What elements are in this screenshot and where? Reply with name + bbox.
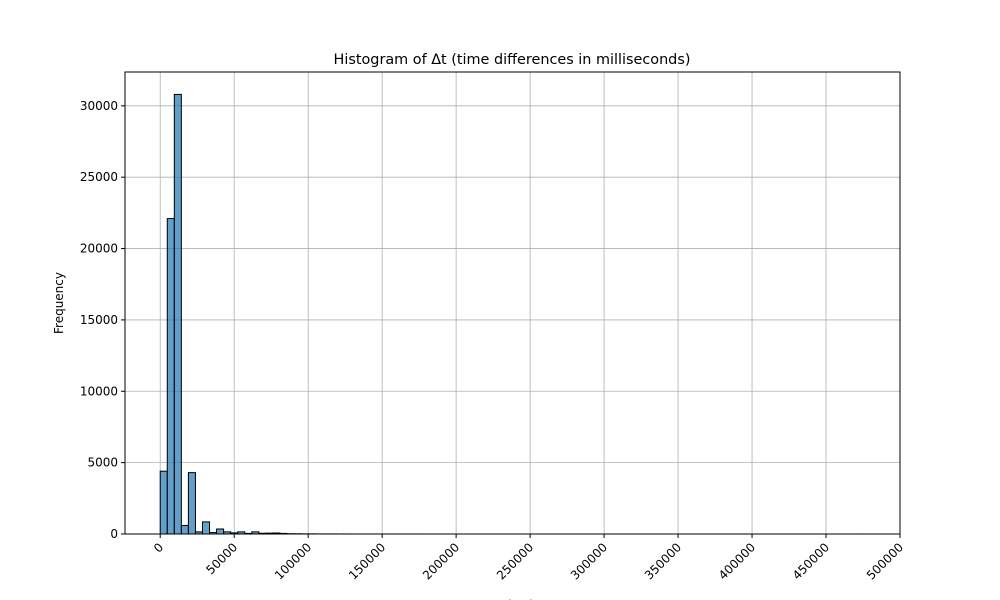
bar — [216, 528, 225, 535]
x-tick-label: 50000 — [203, 540, 240, 577]
y-tick-label: 25000 — [80, 170, 118, 184]
bar — [180, 524, 189, 535]
y-tick-label: 20000 — [80, 242, 118, 256]
y-tick-label: 30000 — [80, 99, 118, 113]
x-tick-label: 0 — [151, 540, 166, 555]
bar — [159, 470, 168, 535]
chart-title: Histogram of Δt (time differences in mil… — [334, 52, 691, 68]
x-tick-label: 500000 — [864, 540, 906, 582]
plot-frame — [124, 71, 901, 535]
y-axis-label: Frequency — [52, 272, 66, 334]
x-tick-label: 300000 — [568, 540, 610, 582]
x-tick-label: 100000 — [272, 540, 314, 582]
bar — [187, 472, 196, 535]
y-tick-label: 15000 — [80, 313, 118, 327]
x-tick-label: 400000 — [716, 540, 758, 582]
bar — [173, 93, 182, 535]
x-tick-label: 250000 — [494, 540, 536, 582]
y-tick-label: 0 — [110, 527, 118, 541]
x-tick-label: 200000 — [420, 540, 462, 582]
x-tick-label: 450000 — [790, 540, 832, 582]
bar — [201, 521, 211, 535]
x-tick-label: 350000 — [642, 540, 684, 582]
x-tick-label: 150000 — [346, 540, 388, 582]
x-axis-label: Δt (ms) — [490, 598, 534, 600]
y-tick-label: 10000 — [80, 384, 118, 398]
bar — [166, 218, 175, 535]
y-tick-label: 5000 — [87, 456, 118, 470]
